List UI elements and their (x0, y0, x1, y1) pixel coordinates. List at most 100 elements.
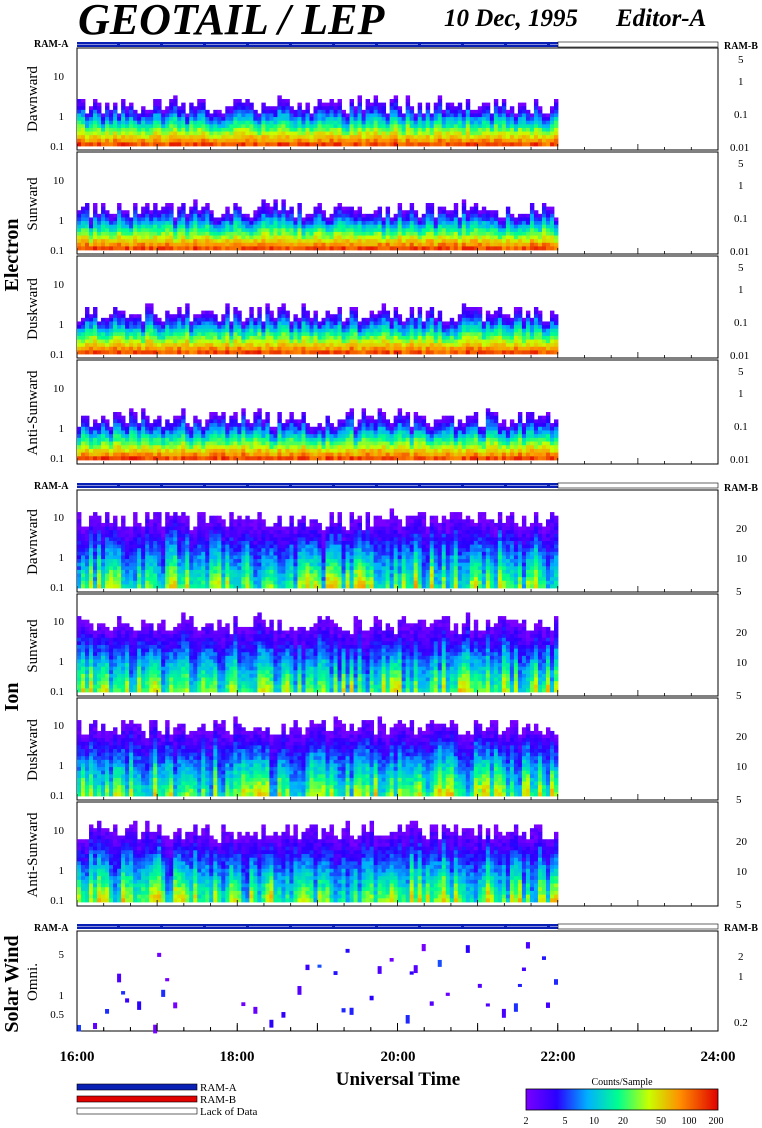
electron-antisunward-cell (229, 437, 234, 442)
electron-dawnward-cell (405, 95, 411, 100)
electron-dawnward-cell (553, 138, 559, 143)
electron-duskward-cell (169, 314, 174, 319)
electron-sunward-cell (237, 213, 242, 218)
electron-duskward-cell (545, 350, 551, 355)
electron-duskward-cell (153, 350, 158, 355)
electron-sunward-cell (141, 239, 146, 244)
electron-sunward-cell (205, 203, 210, 208)
electron-duskward-cell (345, 343, 350, 348)
electron-dawnward-cell (313, 109, 318, 114)
electron-dawnward-cell (553, 120, 559, 125)
electron-antisunward-cell (297, 437, 302, 442)
electron-dawnward-cell (385, 135, 391, 140)
electron-sunward-cell (197, 231, 202, 236)
electron-duskward-cell (177, 339, 182, 344)
electron-antisunward-cell (129, 430, 134, 435)
electron-sunward-cell (105, 221, 110, 226)
electron-duskward-cell (453, 343, 459, 348)
electron-duskward-cell (541, 335, 547, 340)
electron-duskward-cell (493, 317, 499, 322)
electron-duskward-cell (85, 314, 90, 319)
electron-antisunward-cell (313, 441, 318, 446)
electron-antisunward-cell (145, 456, 150, 461)
electron-dawnward-cell (257, 117, 262, 122)
electron-duskward-cell (117, 321, 122, 326)
electron-sunward-cell (169, 228, 174, 233)
electron-sunward-cell (305, 239, 310, 244)
electron-antisunward-cell (297, 423, 302, 428)
electron-sunward-cell (497, 217, 503, 222)
electron-sunward-cell (345, 210, 350, 215)
electron-dawnward-cell (353, 124, 358, 129)
electron-sunward-cell (285, 246, 290, 251)
electron-dawnward-cell (97, 131, 102, 136)
electron-sunward-cell (513, 239, 519, 244)
electron-antisunward-cell (341, 419, 346, 424)
electron-duskward-cell (349, 317, 354, 322)
electron-duskward-cell (553, 335, 559, 340)
electron-duskward-cell (409, 310, 415, 315)
electron-duskward-cell (209, 335, 214, 340)
electron-duskward-cell (269, 343, 274, 348)
electron-dawnward-cell (261, 124, 266, 129)
electron-dawnward-cell (197, 142, 202, 147)
electron-sunward-cell (289, 228, 294, 233)
electron-sunward-cell (317, 246, 322, 251)
electron-dawnward-cell (233, 117, 238, 122)
electron-dawnward-cell (209, 135, 214, 140)
electron-dawnward-cell (369, 120, 375, 125)
electron-sunward-cell (433, 217, 439, 222)
electron-dawnward-cell (229, 135, 234, 140)
electron-antisunward-cell (233, 445, 238, 450)
electron-sunward-cell (345, 246, 350, 251)
electron-sunward-cell (485, 213, 491, 218)
electron-dawnward-cell (449, 127, 455, 132)
electron-duskward-cell (349, 346, 354, 351)
electron-sunward-cell (345, 235, 350, 240)
electron-dawnward-cell (397, 117, 403, 122)
electron-sunward-cell (425, 239, 431, 244)
electron-duskward-cell (457, 328, 463, 333)
electron-duskward-cell (377, 335, 383, 340)
electron-antisunward-cell (85, 426, 90, 431)
electron-sunward-cell (517, 224, 523, 229)
electron-antisunward-cell (121, 430, 126, 435)
electron-duskward-cell (425, 314, 431, 319)
electron-sunward-cell (373, 235, 379, 240)
electron-sunward-cell (157, 217, 162, 222)
electron-duskward-cell (397, 328, 403, 333)
electron-sunward-cell (405, 239, 411, 244)
electron-sunward-cell (285, 239, 290, 244)
electron-sunward-cell (549, 242, 555, 247)
electron-duskward-cell (93, 339, 98, 344)
electron-duskward-cell (449, 317, 455, 322)
electron-antisunward-cell (305, 434, 310, 439)
electron-duskward-cell (205, 310, 210, 315)
electron-sunward-cell (289, 235, 294, 240)
ytick-left-e1-0.1: 0.1 (50, 141, 64, 153)
electron-sunward-cell (365, 246, 371, 251)
electron-duskward-cell (461, 339, 467, 344)
electron-duskward-cell (309, 328, 314, 333)
electron-sunward-cell (113, 242, 118, 247)
electron-duskward-cell (445, 343, 451, 348)
electron-sunward-cell (537, 231, 543, 236)
electron-duskward-cell (365, 335, 371, 340)
electron-duskward-cell (365, 346, 371, 351)
electron-sunward-cell (145, 213, 150, 218)
electron-antisunward-cell (165, 419, 170, 424)
electron-sunward-cell (541, 228, 547, 233)
electron-duskward-cell (365, 328, 371, 333)
electron-sunward-cell (501, 221, 507, 226)
electron-duskward-cell (189, 346, 194, 351)
electron-sunward-cell (229, 228, 234, 233)
electron-duskward-cell (297, 332, 302, 337)
electron-duskward-cell (81, 335, 86, 340)
electron-duskward-cell (257, 346, 262, 351)
electron-antisunward-cell (85, 445, 90, 450)
electron-dawnward-cell (289, 109, 294, 114)
electron-duskward-cell (361, 317, 366, 322)
electron-antisunward-cell (253, 415, 258, 420)
electron-duskward-cell (157, 317, 162, 322)
electron-sunward-cell (193, 221, 198, 226)
